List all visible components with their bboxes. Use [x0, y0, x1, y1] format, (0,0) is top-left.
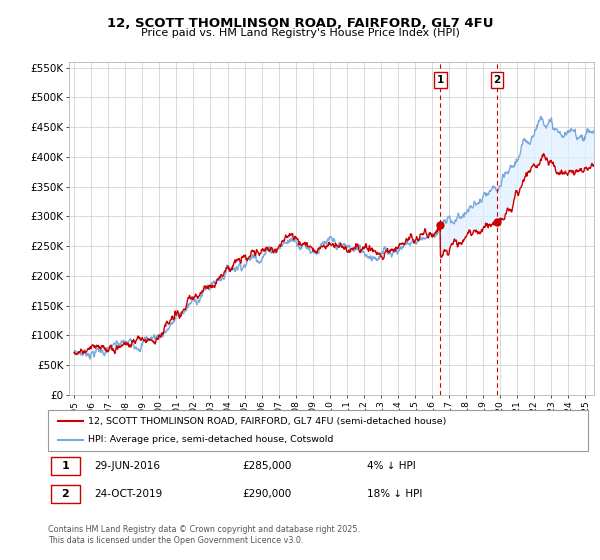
Text: HPI: Average price, semi-detached house, Cotswold: HPI: Average price, semi-detached house,…	[89, 436, 334, 445]
Text: 29-JUN-2016: 29-JUN-2016	[94, 461, 160, 471]
Text: 1: 1	[437, 75, 444, 85]
Text: 2: 2	[61, 489, 69, 499]
Text: £290,000: £290,000	[242, 489, 292, 499]
Text: 12, SCOTT THOMLINSON ROAD, FAIRFORD, GL7 4FU (semi-detached house): 12, SCOTT THOMLINSON ROAD, FAIRFORD, GL7…	[89, 417, 447, 426]
Text: 2: 2	[493, 75, 500, 85]
Text: 12, SCOTT THOMLINSON ROAD, FAIRFORD, GL7 4FU: 12, SCOTT THOMLINSON ROAD, FAIRFORD, GL7…	[107, 17, 493, 30]
Text: 1: 1	[61, 461, 69, 471]
Text: Price paid vs. HM Land Registry's House Price Index (HPI): Price paid vs. HM Land Registry's House …	[140, 28, 460, 38]
Text: 18% ↓ HPI: 18% ↓ HPI	[367, 489, 422, 499]
Text: 4% ↓ HPI: 4% ↓ HPI	[367, 461, 415, 471]
Text: Contains HM Land Registry data © Crown copyright and database right 2025.
This d: Contains HM Land Registry data © Crown c…	[48, 525, 360, 545]
Bar	[50, 485, 80, 503]
Bar	[50, 457, 80, 475]
Text: £285,000: £285,000	[242, 461, 292, 471]
Text: 24-OCT-2019: 24-OCT-2019	[94, 489, 162, 499]
